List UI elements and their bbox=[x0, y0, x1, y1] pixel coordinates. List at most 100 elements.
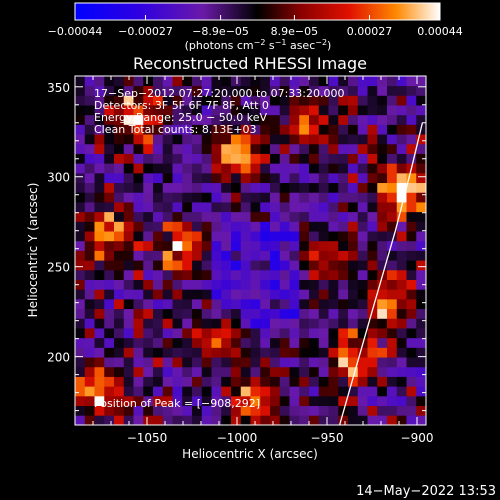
heatmap-cell bbox=[338, 143, 349, 154]
heatmap-cell bbox=[367, 85, 378, 96]
heatmap-cell bbox=[396, 357, 407, 368]
heatmap-cell bbox=[250, 105, 261, 116]
heatmap-cell bbox=[250, 405, 261, 416]
heatmap-cell bbox=[348, 153, 359, 164]
heatmap-cell bbox=[328, 211, 339, 222]
heatmap-cell bbox=[231, 386, 242, 397]
heatmap-cell bbox=[75, 357, 86, 368]
heatmap-cell bbox=[270, 260, 281, 271]
heatmap-cell bbox=[406, 269, 417, 280]
heatmap-cell bbox=[182, 172, 193, 184]
heatmap-cell bbox=[192, 163, 203, 174]
heatmap-cell bbox=[104, 231, 115, 242]
heatmap-cell bbox=[123, 337, 134, 348]
heatmap-cell bbox=[299, 134, 310, 145]
heatmap-cell bbox=[133, 134, 144, 145]
heatmap-cell bbox=[123, 366, 134, 377]
heatmap-cell bbox=[309, 260, 320, 271]
heatmap-cell bbox=[231, 221, 242, 232]
heatmap-cell bbox=[318, 134, 329, 145]
heatmap-cell bbox=[318, 376, 329, 387]
heatmap-cell bbox=[348, 192, 359, 203]
heatmap-cell bbox=[377, 240, 388, 251]
x-tick-label: −1050 bbox=[127, 431, 168, 445]
heatmap-cell bbox=[260, 134, 271, 145]
heatmap-cell bbox=[377, 289, 388, 300]
heatmap-cell bbox=[270, 366, 281, 377]
heatmap-cell bbox=[114, 105, 125, 116]
heatmap-cell bbox=[377, 386, 388, 397]
heatmap-cell bbox=[240, 134, 251, 145]
heatmap-cell bbox=[172, 134, 183, 145]
heatmap-cell bbox=[153, 95, 164, 106]
heatmap-cell bbox=[318, 308, 329, 319]
heatmap-cell bbox=[396, 289, 407, 300]
heatmap-cell bbox=[153, 395, 164, 407]
heatmap-cell bbox=[231, 279, 242, 290]
heatmap-cell bbox=[143, 231, 154, 242]
solar-limb-curve bbox=[338, 122, 424, 425]
heatmap-cell bbox=[279, 279, 290, 290]
heatmap-cell bbox=[104, 250, 115, 261]
heatmap-cell bbox=[357, 260, 368, 271]
heatmap-cell bbox=[192, 357, 203, 368]
heatmap-cell bbox=[201, 328, 212, 339]
heatmap-cell bbox=[201, 357, 212, 368]
heatmap-cell bbox=[162, 114, 173, 125]
heatmap-cell bbox=[172, 192, 183, 203]
heatmap-cell bbox=[338, 366, 349, 377]
heatmap-cell bbox=[123, 76, 134, 87]
heatmap-cell bbox=[318, 347, 329, 358]
heatmap-cell bbox=[104, 192, 115, 203]
heatmap-cell bbox=[387, 260, 398, 271]
heatmap-cell bbox=[221, 105, 232, 116]
heatmap-cell bbox=[201, 308, 212, 319]
heatmap-cell bbox=[338, 240, 349, 251]
heatmap-cell bbox=[338, 105, 349, 116]
heatmap-cell bbox=[211, 337, 222, 348]
heatmap-cell bbox=[338, 347, 349, 358]
heatmap-cell bbox=[114, 357, 125, 368]
heatmap-cell bbox=[123, 182, 134, 193]
heatmap-cell bbox=[416, 231, 426, 242]
heatmap-cell bbox=[289, 76, 300, 87]
heatmap-cell bbox=[289, 240, 300, 251]
heatmap-cell bbox=[250, 211, 261, 222]
heatmap-cell bbox=[377, 279, 388, 290]
heatmap-cell bbox=[221, 231, 232, 242]
heatmap-cell bbox=[348, 95, 359, 106]
heatmap-cell bbox=[75, 240, 86, 251]
heatmap-cell bbox=[211, 182, 222, 193]
heatmap-cell bbox=[416, 240, 426, 251]
heatmap-cell bbox=[123, 163, 134, 174]
heatmap-cell bbox=[367, 337, 378, 348]
heatmap-cell bbox=[114, 279, 125, 290]
heatmap-cell bbox=[162, 289, 173, 300]
heatmap-cell bbox=[192, 85, 203, 96]
heatmap-cell bbox=[416, 134, 426, 145]
heatmap-cell bbox=[318, 85, 329, 96]
heatmap-cell bbox=[133, 143, 144, 154]
heatmap-cell bbox=[377, 347, 388, 358]
heatmap-cell bbox=[289, 192, 300, 203]
heatmap-cell bbox=[192, 76, 203, 87]
heatmap-cell bbox=[387, 124, 398, 135]
heatmap-cell bbox=[289, 269, 300, 280]
heatmap-cell bbox=[367, 114, 378, 125]
heatmap-cell bbox=[143, 260, 154, 271]
heatmap-cell bbox=[309, 240, 320, 251]
heatmap-cell bbox=[396, 153, 407, 164]
heatmap-cell bbox=[104, 328, 115, 339]
heatmap-cell bbox=[338, 182, 349, 193]
heatmap-cell bbox=[338, 395, 349, 407]
heatmap-cell bbox=[153, 328, 164, 339]
heatmap-cell bbox=[94, 347, 105, 358]
heatmap-cell bbox=[348, 260, 359, 271]
heatmap-cell bbox=[182, 221, 193, 232]
heatmap-cell bbox=[406, 298, 417, 310]
heatmap-cell bbox=[387, 376, 398, 387]
heatmap-cell bbox=[94, 221, 105, 232]
heatmap-cell bbox=[299, 376, 310, 387]
heatmap-cell bbox=[348, 337, 359, 348]
